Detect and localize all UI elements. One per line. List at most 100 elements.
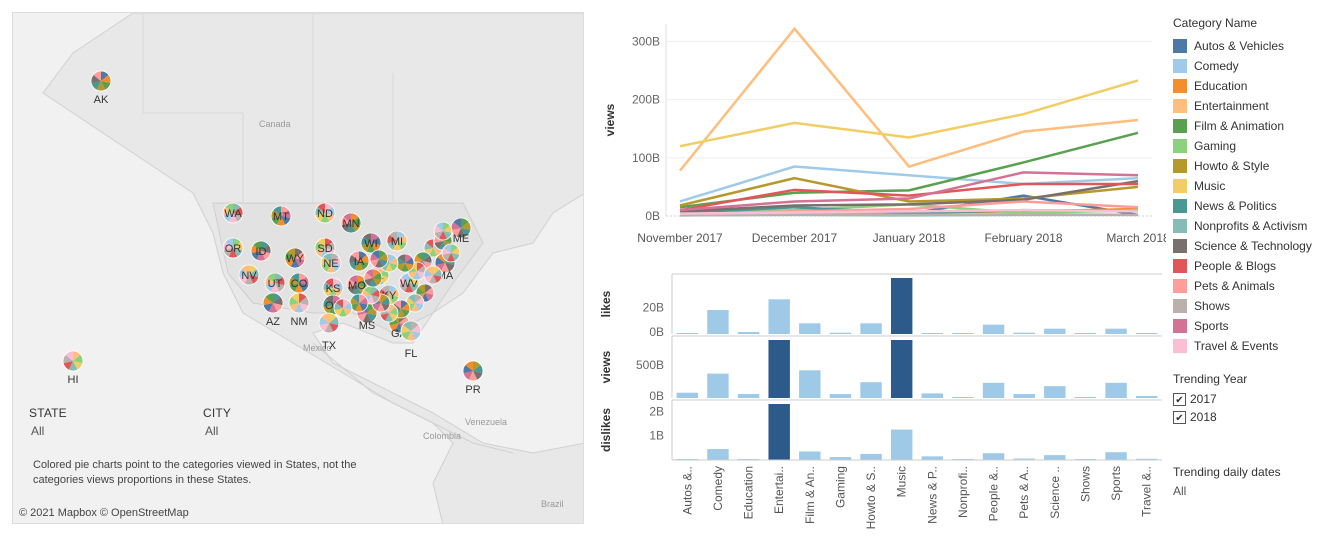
x-tick-label: Film & An.. <box>803 466 817 524</box>
checkbox-icon[interactable]: ✔ <box>1173 410 1186 424</box>
legend-item[interactable]: Sports <box>1173 316 1333 336</box>
legend-item[interactable]: Comedy <box>1173 56 1333 76</box>
state-pie <box>284 247 306 269</box>
x-tick-label: January 2018 <box>873 231 946 245</box>
pie-slice <box>329 313 337 323</box>
pie-slice <box>334 302 343 311</box>
legend-item[interactable]: Nonprofits & Activism <box>1173 216 1333 236</box>
pie-slice <box>473 364 483 374</box>
pie-slice <box>451 247 460 256</box>
state-pies-layer[interactable]: AKHIPRWAMTNDMNORIDSDWIMIMENVWYNEIAILMAUT… <box>13 13 584 524</box>
bar <box>1105 328 1127 334</box>
pie-slice <box>349 275 357 285</box>
pie-slice <box>73 354 83 364</box>
pie-slice <box>295 251 305 261</box>
pie-slice <box>323 281 333 291</box>
state-pie <box>288 272 310 294</box>
legend-item[interactable]: Music <box>1173 176 1333 196</box>
legend-item[interactable]: Autos & Vehicles <box>1173 36 1333 56</box>
state-pie <box>288 292 310 314</box>
pie-slice <box>413 271 421 280</box>
legend-item[interactable]: Gaming <box>1173 136 1333 156</box>
pie-slice <box>273 293 281 303</box>
y-tick-label: 20B <box>643 300 664 314</box>
pie-slice <box>389 254 397 263</box>
views-line-chart[interactable]: 0B 100B 200B 300B views November 2017 December… <box>596 10 1166 260</box>
pie-slice <box>325 295 333 305</box>
trending-year-label: Trending Year <box>1173 372 1248 386</box>
legend-item[interactable]: Science & Technology <box>1173 236 1333 256</box>
pie-slice <box>425 287 435 296</box>
pie-slice <box>377 303 385 312</box>
pie-slice <box>359 297 368 306</box>
map-attribution[interactable]: © 2021 Mapbox © OpenStreetMap <box>19 507 189 519</box>
pie-slice <box>341 216 351 226</box>
year-2018-checkbox[interactable]: ✔ 2018 <box>1173 408 1247 426</box>
state-pie <box>333 298 353 318</box>
x-tick-label: December 2017 <box>752 231 838 245</box>
map-panel[interactable]: Canada Mexico Colombia Venezuela Brazil … <box>12 12 584 524</box>
state-label: UT <box>268 278 283 290</box>
pie-slice <box>349 254 359 264</box>
pie-slice <box>275 273 283 283</box>
pie-slice <box>429 248 437 257</box>
state-label: WA <box>224 208 242 220</box>
legend-swatch <box>1173 59 1187 73</box>
legend-item[interactable]: People & Blogs <box>1173 256 1333 276</box>
legend-item[interactable]: Shows <box>1173 296 1333 316</box>
pie-slice <box>423 255 432 264</box>
legend-item[interactable]: Howto & Style <box>1173 156 1333 176</box>
series-line <box>679 165 1139 203</box>
bar <box>860 382 882 398</box>
pie-slice <box>465 361 473 371</box>
pie-slice <box>295 248 303 258</box>
bar <box>921 456 944 460</box>
pie-slice <box>363 286 371 295</box>
series-line <box>679 179 1139 213</box>
category-bar-charts[interactable]: likes 0B 20B views 0B 500B dislikes 1B 2B Autos &… <box>590 270 1166 532</box>
state-filter-value[interactable]: All <box>31 424 45 438</box>
state-pie <box>318 312 340 334</box>
legend-swatch <box>1173 299 1187 313</box>
pie-slice <box>424 269 433 278</box>
bar <box>676 333 699 334</box>
panel-ylabel: dislikes <box>599 408 613 452</box>
pie-slice <box>96 81 106 91</box>
legend-label: News & Politics <box>1194 199 1277 213</box>
pie-slice <box>363 233 371 243</box>
bar <box>1105 382 1127 398</box>
city-filter-value[interactable]: All <box>205 424 219 438</box>
pie-slice <box>415 294 423 303</box>
pie-slice <box>365 269 373 278</box>
legend-swatch <box>1173 319 1187 333</box>
trending-dates-label: Trending daily dates <box>1173 465 1281 479</box>
pie-slice <box>352 285 362 295</box>
trending-dates-value[interactable]: All <box>1173 484 1187 498</box>
country-label-canada: Canada <box>259 119 291 129</box>
pie-slice <box>299 296 309 306</box>
legend-item[interactable]: Pets & Animals <box>1173 276 1333 296</box>
state-label: OR <box>225 243 242 255</box>
state-label: AK <box>94 94 109 106</box>
bar <box>707 449 729 460</box>
year-2017-checkbox[interactable]: ✔ 2017 <box>1173 390 1247 408</box>
pie-slice <box>401 273 409 283</box>
legend-item[interactable]: Film & Animation <box>1173 116 1333 136</box>
checkbox-icon[interactable]: ✔ <box>1173 392 1186 406</box>
pie-slice <box>339 308 347 318</box>
trending-dates-filter: Trending daily dates All <box>1173 465 1281 498</box>
legend-item[interactable]: News & Politics <box>1173 196 1333 216</box>
pie-slice <box>325 206 335 216</box>
bar <box>768 340 790 398</box>
legend-item[interactable]: Entertainment <box>1173 96 1333 116</box>
pie-slice <box>433 266 441 275</box>
legend-item[interactable]: Travel & Events <box>1173 336 1333 356</box>
bar <box>1074 333 1097 334</box>
pie-slice <box>251 244 261 254</box>
state-pie <box>349 293 369 313</box>
series-line <box>679 79 1139 148</box>
legend-item[interactable]: Education <box>1173 76 1333 96</box>
pie-slice <box>101 74 111 84</box>
pie-slice <box>411 321 419 331</box>
pie-slice <box>447 253 455 262</box>
